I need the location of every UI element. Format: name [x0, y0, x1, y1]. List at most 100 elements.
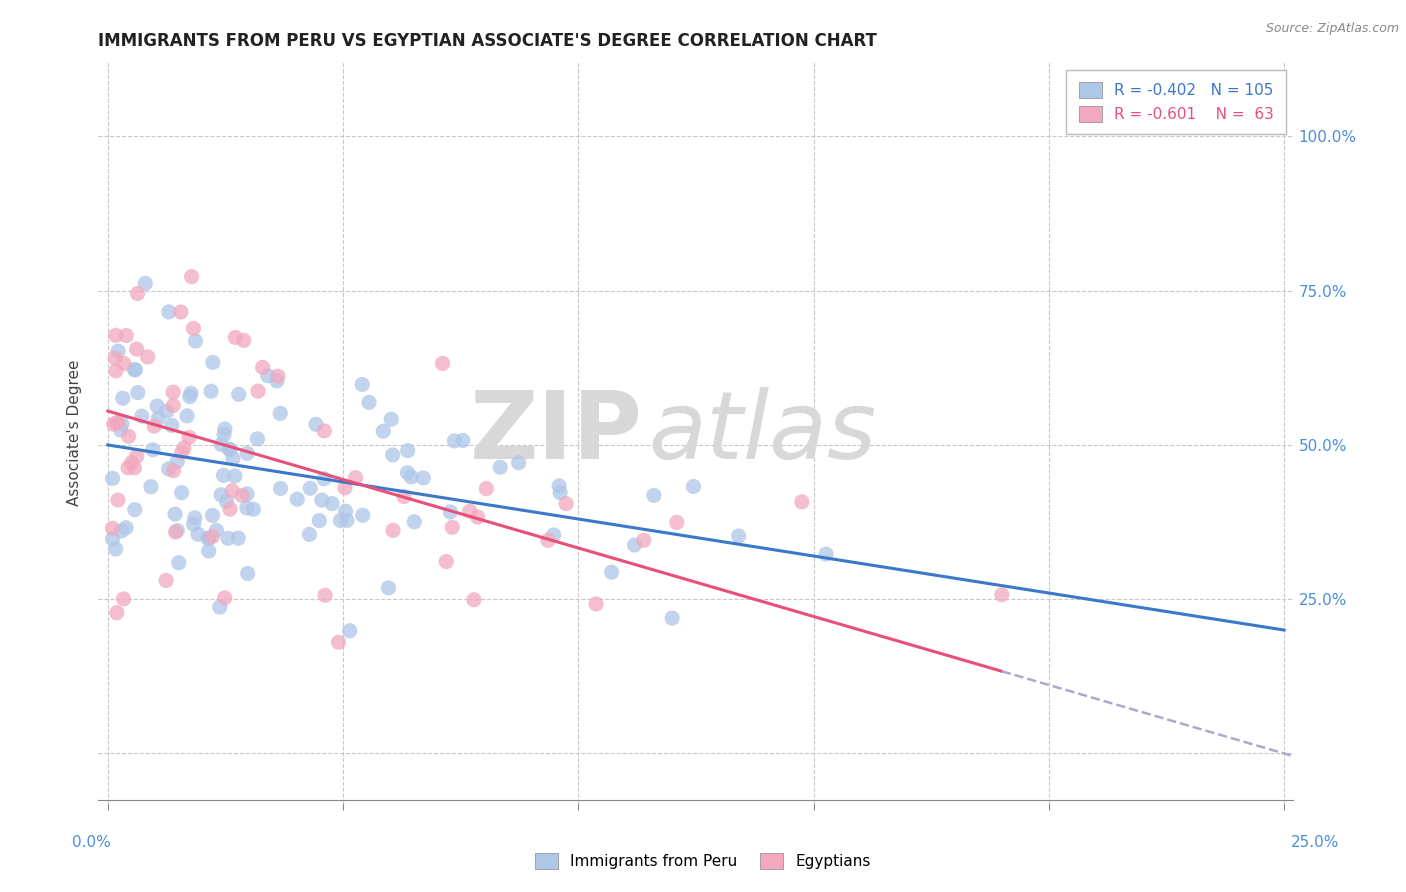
- Point: [177, 430, 200, 444]
- Point: [183, 321, 205, 335]
- Point: [314, 424, 336, 438]
- Point: [201, 508, 224, 523]
- Point: [157, 305, 180, 319]
- Point: [124, 363, 146, 377]
- Point: [127, 385, 149, 400]
- Point: [242, 502, 264, 516]
- Point: [219, 502, 242, 516]
- Point: [104, 351, 127, 365]
- Point: [160, 418, 183, 433]
- Point: [124, 502, 146, 516]
- Point: [214, 422, 236, 436]
- Point: [148, 411, 170, 425]
- Point: [134, 277, 156, 291]
- Point: [221, 483, 243, 498]
- Point: [105, 606, 128, 620]
- Point: [162, 464, 184, 478]
- Point: [396, 443, 419, 458]
- Point: [217, 531, 239, 545]
- Point: [266, 374, 288, 388]
- Point: [104, 541, 127, 556]
- Point: [180, 269, 202, 284]
- Point: [165, 507, 187, 521]
- Point: [124, 461, 146, 475]
- Point: [176, 409, 198, 423]
- Point: [197, 531, 219, 545]
- Point: [336, 513, 359, 527]
- Point: [380, 412, 402, 426]
- Point: [373, 424, 395, 438]
- Point: [299, 481, 322, 495]
- Point: [790, 495, 813, 509]
- Point: [412, 471, 434, 485]
- Point: [226, 531, 249, 545]
- Point: [252, 360, 274, 375]
- Point: [183, 517, 205, 532]
- Point: [219, 442, 242, 457]
- Point: [256, 368, 278, 383]
- Point: [352, 377, 374, 392]
- Point: [162, 399, 184, 413]
- Point: [101, 471, 124, 485]
- Point: [633, 533, 655, 548]
- Point: [392, 490, 415, 504]
- Point: [434, 555, 457, 569]
- Point: [665, 516, 688, 530]
- Point: [236, 487, 259, 501]
- Point: [179, 390, 201, 404]
- Point: [312, 472, 335, 486]
- Point: [600, 566, 623, 580]
- Point: [285, 492, 308, 507]
- Point: [432, 356, 454, 370]
- Point: [166, 524, 188, 538]
- Point: [377, 581, 399, 595]
- Point: [127, 286, 149, 301]
- Point: [115, 521, 138, 535]
- Point: [107, 416, 129, 430]
- Point: [311, 493, 333, 508]
- Point: [328, 635, 350, 649]
- Text: IMMIGRANTS FROM PERU VS EGYPTIAN ASSOCIATE'S DEGREE CORRELATION CHART: IMMIGRANTS FROM PERU VS EGYPTIAN ASSOCIA…: [98, 32, 877, 50]
- Point: [136, 350, 159, 364]
- Point: [228, 387, 250, 401]
- Point: [224, 469, 246, 483]
- Point: [463, 592, 485, 607]
- Point: [167, 556, 190, 570]
- Point: [308, 514, 330, 528]
- Point: [117, 460, 139, 475]
- Point: [197, 532, 219, 546]
- Point: [107, 493, 129, 508]
- Point: [344, 471, 367, 485]
- Point: [101, 521, 124, 535]
- Point: [232, 334, 254, 348]
- Point: [143, 419, 166, 434]
- Point: [187, 527, 209, 541]
- Point: [205, 524, 228, 538]
- Point: [208, 600, 231, 615]
- Point: [111, 417, 134, 431]
- Y-axis label: Associate's Degree: Associate's Degree: [67, 359, 83, 506]
- Point: [209, 488, 232, 502]
- Text: atlas: atlas: [648, 387, 876, 478]
- Point: [443, 434, 465, 448]
- Point: [298, 527, 321, 541]
- Point: [555, 497, 578, 511]
- Point: [124, 362, 146, 376]
- Point: [215, 494, 238, 508]
- Point: [352, 508, 374, 523]
- Point: [146, 399, 169, 413]
- Point: [173, 441, 195, 455]
- Point: [439, 505, 461, 519]
- Point: [110, 524, 132, 538]
- Point: [467, 510, 489, 524]
- Point: [269, 406, 291, 420]
- Point: [270, 482, 292, 496]
- Point: [333, 481, 356, 495]
- Point: [236, 446, 259, 460]
- Point: [104, 364, 127, 378]
- Point: [339, 624, 361, 638]
- Point: [131, 409, 153, 424]
- Point: [236, 501, 259, 516]
- Point: [165, 524, 187, 539]
- Point: [184, 511, 207, 525]
